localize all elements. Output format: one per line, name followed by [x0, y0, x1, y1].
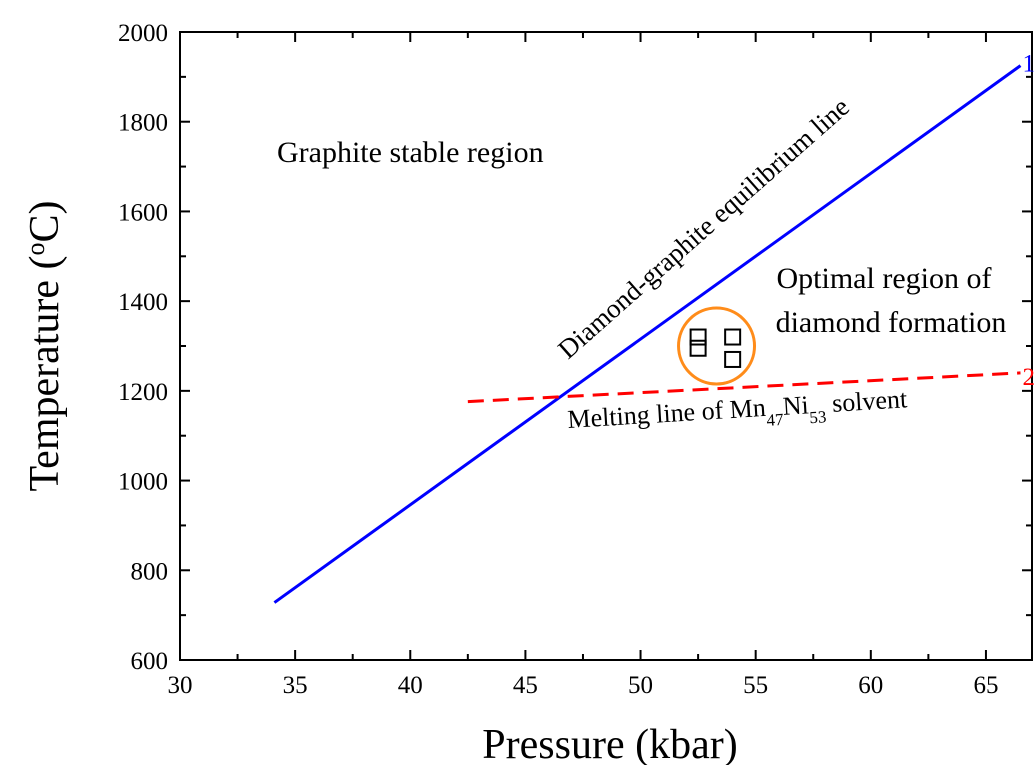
- x-tick-label: 35: [283, 672, 308, 699]
- x-tick-label: 55: [743, 672, 768, 699]
- y-tick-label: 1000: [118, 469, 168, 496]
- y-tick-label: 2000: [118, 20, 168, 47]
- y-tick-label: 1400: [118, 289, 168, 316]
- equilibrium-line: [273, 64, 1022, 604]
- x-axis-title: Pressure (kbar): [482, 722, 737, 765]
- line-1-label: 1: [1022, 51, 1035, 78]
- graphite-region-label: Graphite stable region: [277, 136, 544, 169]
- optimal-region-circle: [677, 306, 757, 386]
- y-axis-title: Temperature (oC): [21, 200, 69, 491]
- data-point-marker: [689, 328, 707, 346]
- x-tick-label: 30: [168, 672, 193, 699]
- x-tick-label: 40: [398, 672, 423, 699]
- y-tick-label: 1600: [118, 199, 168, 226]
- x-tick-labels: 30 35 40 45 50 55 60 65: [168, 672, 999, 699]
- axis-ticks: [179, 31, 1032, 661]
- x-tick-label: 65: [973, 672, 998, 699]
- y-tick-label: 1200: [118, 379, 168, 406]
- y-tick-label: 1800: [118, 110, 168, 137]
- x-tick-label: 50: [628, 672, 653, 699]
- line-2-label: 2: [1022, 364, 1035, 391]
- data-point-marker: [724, 350, 742, 368]
- data-point-marker: [689, 339, 707, 357]
- plot-frame: [179, 31, 1033, 661]
- melting-line: [467, 371, 1021, 404]
- data-point-marker: [724, 328, 742, 346]
- y-tick-label: 600: [131, 648, 169, 675]
- x-tick-label: 45: [513, 672, 538, 699]
- optimal-region-label-1: Optimal region of: [777, 262, 992, 295]
- optimal-region-label-2: diamond formation: [776, 306, 1007, 339]
- y-tick-label: 800: [131, 558, 169, 585]
- y-tick-labels: 600 800 1000 1200 1400 1600 1800 2000: [118, 20, 168, 675]
- experiment-points: [689, 328, 742, 368]
- x-tick-label: 60: [858, 672, 883, 699]
